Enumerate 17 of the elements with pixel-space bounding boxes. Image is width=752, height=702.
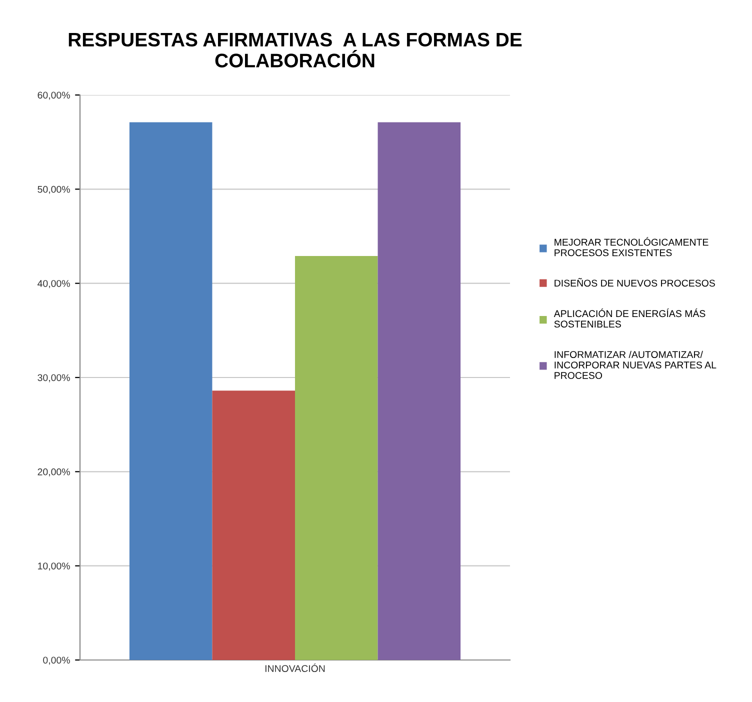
chart-title: RESPUESTAS AFIRMATIVAS A LAS FORMAS DE COLABORACIÓN <box>68 32 522 68</box>
y-tick-label: 30,00% <box>38 374 70 382</box>
bar <box>295 256 378 660</box>
y-tick-label: 40,00% <box>38 280 70 288</box>
legend-label: INFORMATIZAR /AUTOMATIZAR/ INCORPORAR NUEVAS PARTES AL PROCESO <box>554 350 716 379</box>
y-tick-label: 10,00% <box>38 562 70 571</box>
y-tick-label: 50,00% <box>38 186 70 194</box>
legend-label: MEJORAR TECNOLÓGICAMENTE PROCESOS EXISTENTES <box>554 237 708 256</box>
legend-label: APLICACIÓN DE ENERGÍAS MÁS SOSTENIBLES <box>554 308 706 328</box>
y-tick-label: 20,00% <box>38 468 70 476</box>
legend-label: DISEÑOS DE NUEVOS PROCESOS <box>554 278 715 287</box>
x-tick-label: INNOVACIÓN <box>265 663 325 672</box>
bar <box>212 390 295 660</box>
bar <box>129 122 212 660</box>
y-tick-label: 0,00% <box>43 656 70 665</box>
bar <box>378 122 461 660</box>
y-tick-label: 60,00% <box>38 92 70 100</box>
